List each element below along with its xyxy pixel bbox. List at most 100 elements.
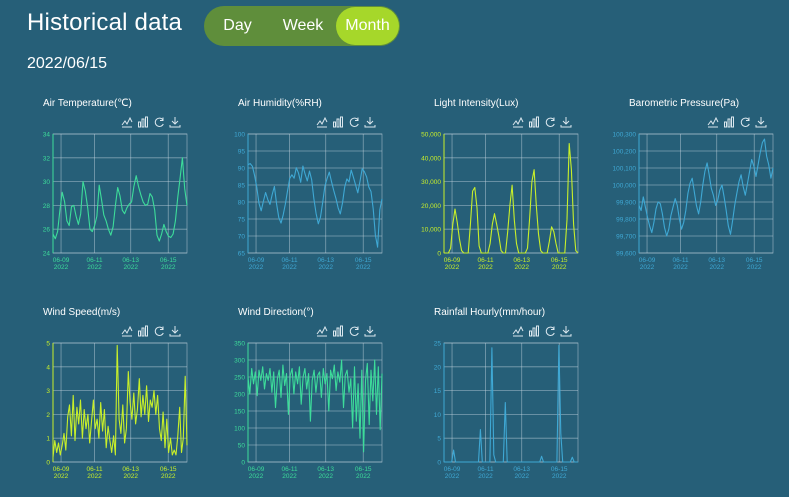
x-tick-label: 06-15 2022 xyxy=(355,466,372,480)
series-line xyxy=(247,359,383,453)
range-week-button[interactable]: Week xyxy=(282,17,324,34)
restore-icon[interactable] xyxy=(739,116,751,128)
bar-chart-icon[interactable] xyxy=(137,325,149,337)
chart-toolbox xyxy=(512,325,572,337)
x-tick-label: 06-13 2022 xyxy=(513,466,530,480)
chart-toolbox xyxy=(121,116,181,128)
rainfall-hourly-chart: Rainfall Hourly(mm/hour) 0 5 10 15 20 25 06-09 2… xyxy=(418,307,603,497)
x-tick-label: 06-15 2022 xyxy=(746,257,763,271)
y-tick-label: 20 xyxy=(434,364,442,371)
bar-chart-icon[interactable] xyxy=(723,116,735,128)
y-tick-label: 50 xyxy=(238,443,246,450)
x-tick-label: 06-15 2022 xyxy=(355,257,372,271)
y-tick-label: 150 xyxy=(234,409,245,416)
chart-toolbox xyxy=(512,116,572,128)
x-tick-label: 06-15 2022 xyxy=(551,466,568,480)
x-tick-label: 06-11 2022 xyxy=(281,257,298,271)
line-chart-icon[interactable] xyxy=(512,116,524,128)
download-icon[interactable] xyxy=(169,325,181,337)
restore-icon[interactable] xyxy=(348,116,360,128)
y-tick-label: 1 xyxy=(46,436,50,443)
x-tick-label: 06-11 2022 xyxy=(672,257,689,271)
x-tick-label: 06-15 2022 xyxy=(160,466,177,480)
x-tick-label: 06-13 2022 xyxy=(513,257,530,271)
y-tick-label: 99,600 xyxy=(616,251,636,258)
download-icon[interactable] xyxy=(560,116,572,128)
chart-toolbox xyxy=(316,325,376,337)
series-line xyxy=(247,163,383,248)
download-icon[interactable] xyxy=(169,116,181,128)
y-tick-label: 200 xyxy=(234,392,245,399)
y-tick-label: 250 xyxy=(234,375,245,382)
chart-toolbox xyxy=(121,325,181,337)
y-tick-label: 100,000 xyxy=(613,183,637,190)
bar-chart-icon[interactable] xyxy=(332,116,344,128)
x-tick-label: 06-13 2022 xyxy=(317,466,334,480)
y-tick-label: 25 xyxy=(434,341,442,348)
chart-title: Light Intensity(Lux) xyxy=(434,98,519,109)
series-line xyxy=(444,344,578,463)
page-title: Historical data xyxy=(27,9,183,36)
y-tick-label: 20,000 xyxy=(421,203,441,210)
x-tick-label: 06-13 2022 xyxy=(122,257,139,271)
series-line xyxy=(52,157,188,242)
x-tick-label: 06-13 2022 xyxy=(317,257,334,271)
y-tick-label: 99,800 xyxy=(616,217,636,224)
restore-icon[interactable] xyxy=(153,116,165,128)
y-tick-label: 34 xyxy=(43,132,51,139)
restore-icon[interactable] xyxy=(544,116,556,128)
restore-icon[interactable] xyxy=(348,325,360,337)
y-tick-label: 2 xyxy=(46,412,50,419)
y-tick-label: 350 xyxy=(234,341,245,348)
bar-chart-icon[interactable] xyxy=(528,325,540,337)
y-tick-label: 100,100 xyxy=(613,166,637,173)
download-icon[interactable] xyxy=(364,325,376,337)
download-icon[interactable] xyxy=(560,325,572,337)
x-tick-label: 06-11 2022 xyxy=(477,466,494,480)
bar-chart-icon[interactable] xyxy=(137,116,149,128)
restore-icon[interactable] xyxy=(544,325,556,337)
air-temperature-chart: Air Temperature(℃) 24 26 28 30 32 34 06-09 2022 0… xyxy=(27,98,212,288)
line-chart-icon[interactable] xyxy=(121,325,133,337)
range-day-button[interactable]: Day xyxy=(223,17,252,34)
chart-title: Barometric Pressure(Pa) xyxy=(629,98,740,109)
series-line xyxy=(52,344,188,458)
plot-border xyxy=(638,133,774,254)
line-chart-icon[interactable] xyxy=(121,116,133,128)
line-chart-icon[interactable] xyxy=(512,325,524,337)
x-tick-label: 06-13 2022 xyxy=(122,466,139,480)
y-tick-label: 95 xyxy=(238,149,246,156)
chart-plot: 0 50 100 150 200 250 300 350 06-09 2022 06-11 2022 0… xyxy=(234,341,383,480)
range-month-button[interactable]: Month xyxy=(336,7,399,45)
bar-chart-icon[interactable] xyxy=(332,325,344,337)
bar-chart-icon[interactable] xyxy=(528,116,540,128)
y-tick-label: 70 xyxy=(238,234,246,241)
line-chart-icon[interactable] xyxy=(316,325,328,337)
y-tick-label: 32 xyxy=(43,155,51,162)
restore-icon[interactable] xyxy=(153,325,165,337)
x-tick-label: 06-09 2022 xyxy=(444,257,461,271)
wind-direction-chart: Wind Direction(°) 0 50 100 150 200 250 300 350 06… xyxy=(222,307,407,497)
download-icon[interactable] xyxy=(364,116,376,128)
x-tick-label: 06-11 2022 xyxy=(281,466,298,480)
download-icon[interactable] xyxy=(755,116,767,128)
y-tick-label: 10,000 xyxy=(421,227,441,234)
plot-border xyxy=(247,133,383,254)
x-tick-label: 06-09 2022 xyxy=(444,466,461,480)
y-tick-label: 15 xyxy=(434,388,442,395)
chart-plot: 0 5 10 15 20 25 06-09 2022 06-11 2022 06-13 2022 06-… xyxy=(434,341,579,480)
chart-plot: 99,600 99,700 99,800 99,900 100,000 100,100 10… xyxy=(613,132,774,271)
chart-plot: 65 70 75 80 85 90 95 100 06-09 2022 06-11 2022 06-13… xyxy=(234,132,383,271)
x-tick-label: 06-15 2022 xyxy=(551,257,568,271)
y-tick-label: 0 xyxy=(437,251,441,258)
y-tick-label: 0 xyxy=(241,460,245,467)
y-tick-label: 50,000 xyxy=(421,132,441,139)
line-chart-icon[interactable] xyxy=(707,116,719,128)
chart-toolbox xyxy=(707,116,767,128)
y-tick-label: 30,000 xyxy=(421,179,441,186)
y-tick-label: 85 xyxy=(238,183,246,190)
barometric-pressure-chart: Barometric Pressure(Pa) 99,600 99,700 99,80… xyxy=(613,98,789,288)
y-tick-label: 300 xyxy=(234,358,245,365)
y-tick-label: 24 xyxy=(43,251,51,258)
line-chart-icon[interactable] xyxy=(316,116,328,128)
